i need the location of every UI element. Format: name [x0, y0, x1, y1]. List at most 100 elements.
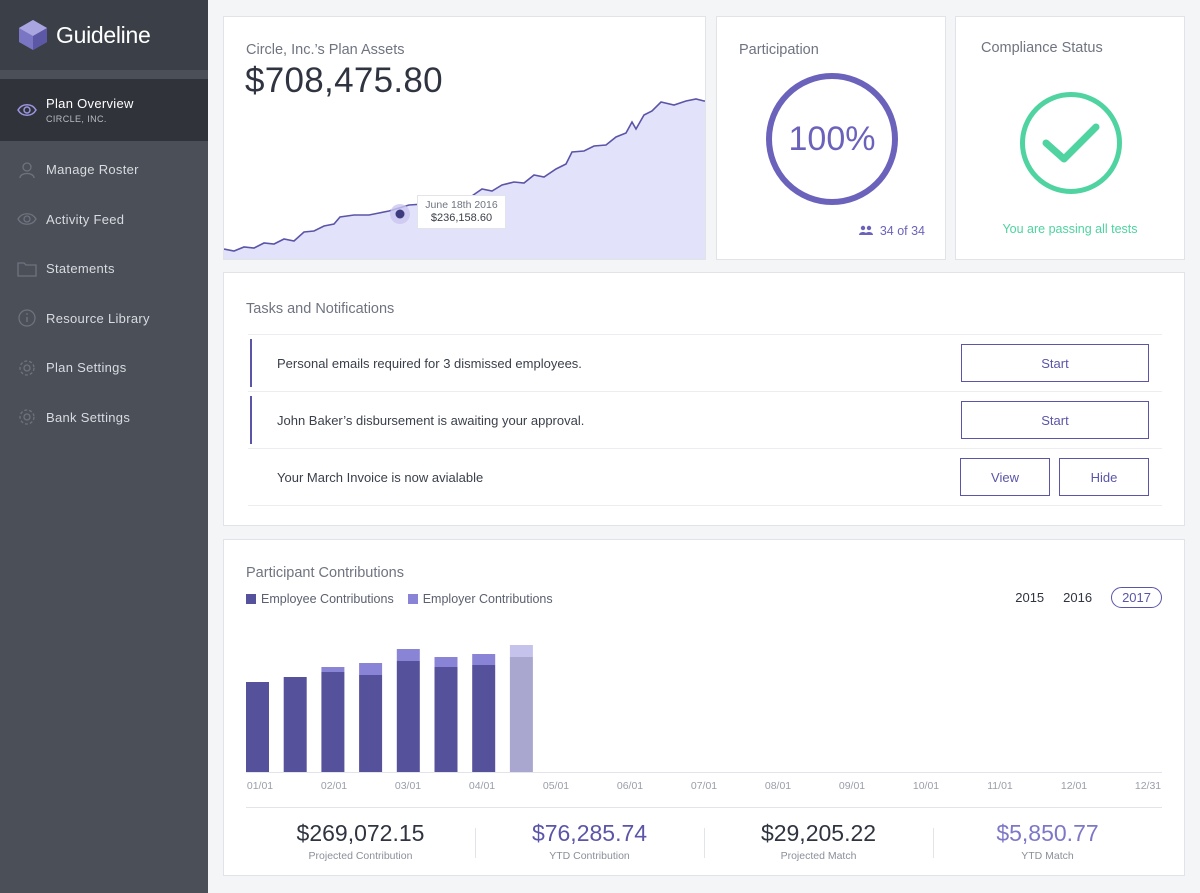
stat-label: YTD Contribution	[549, 850, 630, 862]
stat-projected-match: $29,205.22 Projected Match	[704, 820, 933, 862]
bar-employee[interactable]	[509, 657, 533, 772]
sidebar-item-label: Statements	[46, 261, 115, 277]
info-icon	[17, 308, 37, 328]
legend-swatch	[407, 594, 418, 604]
sidebar-item-plan-settings[interactable]: Plan Settings	[0, 343, 208, 393]
bar-employee[interactable]	[321, 672, 345, 772]
x-tick-label: 12/01	[1061, 780, 1087, 792]
task-row: Your March Invoice is now avialable View…	[248, 449, 1162, 506]
participation-percent: 100%	[788, 119, 876, 158]
sidebar-item-bank-settings[interactable]: Bank Settings	[0, 393, 208, 443]
sidebar-item-sublabel: CIRCLE, INC.	[46, 114, 107, 124]
stat-ytd-contribution: $76,285.74 YTD Contribution	[475, 820, 704, 862]
sidebar: Guideline Plan Overview CIRCLE, INC. Man…	[0, 0, 208, 893]
x-tick-label: 06/01	[617, 780, 643, 792]
tooltip-value: $236,158.60	[430, 212, 493, 224]
compliance-title: Compliance Status	[981, 40, 1103, 56]
bar-employer[interactable]	[396, 649, 420, 661]
contributions-card: 01/01 02/01 03/01 04/01 05/01 06/01 07/01 08/01…	[223, 539, 1185, 876]
sidebar-item-label: Plan Overview	[46, 96, 134, 111]
start-button[interactable]: Start	[961, 401, 1149, 439]
task-text: Your March Invoice is now avialable	[277, 469, 484, 485]
bar-employee[interactable]	[246, 682, 269, 772]
bar-employer[interactable]	[321, 667, 345, 672]
sidebar-item-label: Resource Library	[46, 310, 150, 326]
compliance-ring	[1020, 92, 1122, 194]
start-button[interactable]: Start	[961, 344, 1149, 382]
x-tick-label: 03/01	[395, 780, 421, 792]
participation-count[interactable]: 34 of 34	[858, 224, 925, 238]
x-tick-label: 04/01	[469, 780, 495, 792]
year-2017[interactable]: 2017	[1111, 587, 1162, 608]
eye-icon	[17, 209, 37, 229]
sidebar-item-resource-library[interactable]: Resource Library	[0, 294, 208, 344]
gear-icon	[17, 407, 37, 427]
stat-value: $76,285.74	[531, 820, 648, 846]
contribution-stats: $269,072.15 Projected Contribution $76,2…	[246, 807, 1162, 862]
x-tick-label: 09/01	[839, 780, 865, 792]
stat-value: $29,205.22	[760, 820, 877, 846]
x-tick-label: 08/01	[765, 780, 791, 792]
bar-employee[interactable]	[396, 661, 420, 772]
x-tick-label: 11/01	[987, 780, 1013, 792]
x-tick-label: 07/01	[691, 780, 717, 792]
gear-icon	[17, 358, 37, 378]
highlight-point[interactable]	[395, 209, 405, 219]
x-tick-label: 12/31	[1135, 780, 1161, 792]
plan-assets-card: Circle, Inc.’s Plan Assets $708,475.80 J…	[223, 16, 706, 260]
bar-employer[interactable]	[434, 657, 458, 667]
plan-assets-area-chart[interactable]	[224, 17, 706, 260]
legend-label: Employee Contributions	[261, 592, 394, 606]
task-text: Personal emails required for 3 dismissed…	[277, 355, 582, 371]
bar-employer[interactable]	[509, 645, 533, 657]
legend-label: Employer Contributions	[422, 592, 553, 606]
bar-employer[interactable]	[359, 663, 383, 675]
participation-ring: 100%	[766, 73, 898, 205]
bar-employee[interactable]	[359, 675, 383, 772]
sidebar-item-label: Plan Settings	[46, 360, 127, 376]
brand-name: Guideline	[56, 21, 151, 48]
bar-employee[interactable]	[434, 667, 458, 772]
sidebar-item-statements[interactable]: Statements	[0, 244, 208, 294]
sidebar-nav: Plan Overview CIRCLE, INC. Manage Roster…	[0, 79, 208, 442]
stat-value: $269,072.15	[296, 820, 425, 846]
view-button[interactable]: View	[960, 458, 1050, 496]
users-icon	[858, 224, 873, 238]
checkmark-icon	[1042, 123, 1100, 163]
plan-assets-title: Circle, Inc.’s Plan Assets	[246, 42, 405, 58]
bar-employee[interactable]	[472, 665, 496, 772]
brand[interactable]: Guideline	[0, 0, 208, 70]
sidebar-item-plan-overview[interactable]: Plan Overview CIRCLE, INC.	[0, 79, 208, 141]
task-row: Personal emails required for 3 dismissed…	[248, 335, 1162, 392]
plan-assets-value: $708,475.80	[245, 61, 443, 100]
x-tick-label: 10/01	[913, 780, 939, 792]
sidebar-item-label: Bank Settings	[46, 409, 131, 425]
bar-employer[interactable]	[472, 654, 496, 665]
compliance-status: You are passing all tests	[1002, 222, 1138, 236]
plan-assets-area	[224, 99, 705, 259]
stat-label: Projected Match	[780, 850, 857, 862]
legend-item-employer: Employer Contributions	[407, 592, 553, 606]
tooltip-date: June 18th 2016	[425, 199, 498, 211]
sidebar-item-label: Activity Feed	[46, 211, 125, 227]
stat-projected-contribution: $269,072.15 Projected Contribution	[246, 820, 475, 862]
sidebar-item-manage-roster[interactable]: Manage Roster	[0, 145, 208, 195]
task-list: Personal emails required for 3 dismissed…	[248, 334, 1162, 506]
hide-button[interactable]: Hide	[1059, 458, 1149, 496]
x-tick-label: 02/01	[321, 780, 347, 792]
guideline-logo-icon	[19, 20, 47, 50]
tasks-card: Tasks and Notifications Personal emails …	[223, 272, 1185, 526]
year-2016[interactable]: 2016	[1063, 590, 1093, 605]
bar-employee[interactable]	[283, 677, 307, 772]
chart-legend: Employee Contributions Employer Contribu…	[246, 592, 567, 606]
plan-assets-line	[224, 98, 705, 252]
stat-label: Projected Contribution	[308, 850, 413, 862]
compliance-card: Compliance Status You are passing all te…	[955, 16, 1185, 260]
sidebar-item-activity-feed[interactable]: Activity Feed	[0, 195, 208, 245]
x-tick-label: 01/01	[247, 780, 273, 792]
stat-value: $5,850.77	[996, 820, 1099, 846]
person-icon	[17, 160, 37, 180]
stat-ytd-match: $5,850.77 YTD Match	[933, 820, 1162, 862]
tasks-title: Tasks and Notifications	[246, 301, 395, 317]
year-2015[interactable]: 2015	[1015, 590, 1045, 605]
